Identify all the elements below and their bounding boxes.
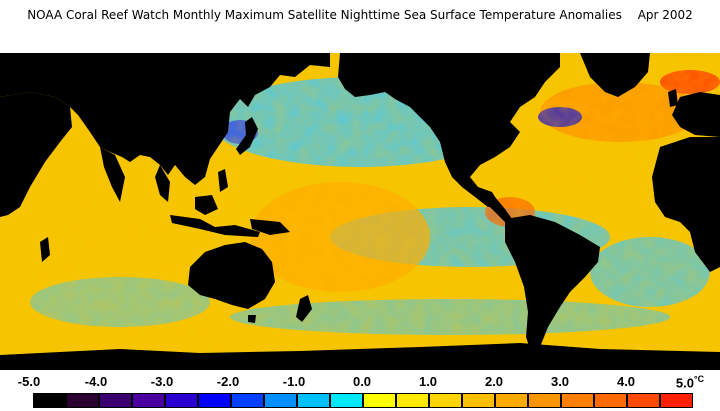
colorbar-swatch (594, 393, 627, 408)
colorbar-swatch (462, 393, 495, 408)
land-borneo (195, 195, 218, 215)
scale-label: 0.0 (352, 374, 372, 389)
scale-label-max: 5.0°C (675, 374, 705, 391)
land-tasmania (248, 315, 256, 323)
land-japan (236, 117, 258, 155)
scale-label: -5.0 (17, 374, 41, 389)
colorbar-swatch (528, 393, 561, 408)
land-europe (672, 92, 720, 137)
colorbar-swatch (429, 393, 462, 408)
land-africa-east (0, 92, 72, 217)
colorbar-swatch (165, 393, 198, 408)
land-antarctica (0, 343, 720, 370)
land-madagascar (40, 237, 50, 262)
land-british-isles (668, 89, 678, 107)
colorbar-swatch (561, 393, 594, 408)
scale-label: 1.0 (418, 374, 438, 389)
colorbar-swatch (132, 393, 165, 408)
land-south-america (505, 215, 600, 355)
north-no-data (0, 37, 720, 53)
colorbar-swatch (198, 393, 231, 408)
land-indonesia (170, 215, 260, 237)
land-new-zealand (296, 295, 312, 322)
scale-label: -2.0 (216, 374, 240, 389)
colorbar-swatch (396, 393, 429, 408)
scale-label: 4.0 (616, 374, 636, 389)
land-southeast-asia (155, 165, 170, 202)
colorbar-swatch (495, 393, 528, 408)
colorbar-labels: -5.0 -4.0 -3.0 -2.0 -1.0 0.0 1.0 2.0 3.0… (0, 374, 720, 390)
land-philippines (218, 169, 228, 192)
colorbar-swatch (363, 393, 396, 408)
colorbar-swatch (66, 393, 99, 408)
land-eurasia (0, 53, 330, 185)
scale-label: -1.0 (282, 374, 306, 389)
colorbar-swatch (33, 393, 66, 408)
land-central-america (478, 187, 512, 222)
colorbar-swatch (99, 393, 132, 408)
title-text: NOAA Coral Reef Watch Monthly Maximum Sa… (27, 8, 622, 22)
colorbar-swatch (231, 393, 264, 408)
land-north-america (338, 53, 560, 207)
land-africa-west (652, 137, 720, 272)
colorbar-swatch (297, 393, 330, 408)
land-greenland (580, 53, 650, 97)
title-date: Apr 2002 (637, 8, 693, 22)
scale-label: 3.0 (550, 374, 570, 389)
land-masses (0, 53, 720, 370)
map-title: NOAA Coral Reef Watch Monthly Maximum Sa… (0, 8, 720, 22)
colorbar (33, 393, 693, 408)
scale-label: -3.0 (150, 374, 174, 389)
colorbar-swatch (264, 393, 297, 408)
scale-label: -4.0 (84, 374, 108, 389)
scale-label: 2.0 (484, 374, 504, 389)
land-australia (188, 242, 275, 309)
colorbar-swatch (660, 393, 693, 408)
colorbar-swatch (330, 393, 363, 408)
land-india (100, 147, 125, 202)
colorbar-swatch (627, 393, 660, 408)
sst-anomaly-map (0, 37, 720, 370)
scale-unit: °C (693, 374, 705, 384)
land-new-guinea (250, 219, 290, 235)
